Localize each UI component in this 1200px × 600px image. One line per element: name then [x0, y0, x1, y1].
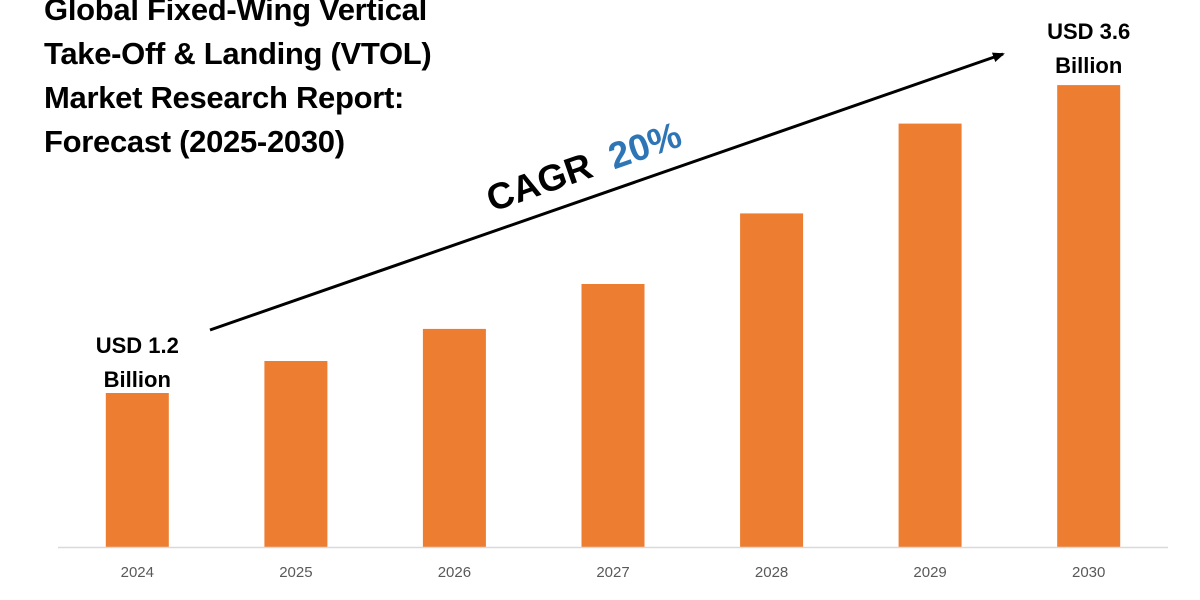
trend-arrow — [209, 52, 1005, 332]
end-value-callout-line-2: Billion — [1055, 53, 1122, 78]
bar-2029 — [898, 123, 962, 547]
end-value-callout-line-1: USD 3.6 — [1047, 19, 1130, 44]
x-tick-label-2025: 2025 — [279, 564, 312, 581]
cagr-label: CAGR — [481, 145, 597, 220]
bar-2030 — [1057, 85, 1121, 547]
bar-2024 — [105, 393, 169, 547]
bars-layer — [105, 85, 1121, 547]
x-tick-labels: 2024 2025 2026 2027 2028 2029 2030 — [121, 564, 1106, 581]
x-tick-label-2024: 2024 — [121, 564, 154, 581]
x-tick-label-2029: 2029 — [913, 564, 946, 581]
chart-title-line-4: Forecast (2025-2030) — [44, 124, 345, 159]
bar-2025 — [264, 361, 328, 547]
x-tick-label-2030: 2030 — [1072, 564, 1105, 581]
start-value-callout-line-1: USD 1.2 — [96, 333, 179, 358]
cagr-annotation: CAGR 20% — [481, 114, 686, 220]
x-tick-label-2026: 2026 — [438, 564, 471, 581]
chart-title: Global Fixed-Wing Vertical Take-Off & La… — [44, 0, 484, 164]
x-tick-label-2028: 2028 — [755, 564, 788, 581]
bar-2027 — [581, 284, 645, 547]
chart-title-line-3: Market Research Report: — [44, 80, 405, 115]
bar-2026 — [422, 328, 486, 547]
x-tick-label-2027: 2027 — [596, 564, 629, 581]
chart-title-line-1: Global Fixed-Wing Vertical — [44, 0, 427, 27]
start-value-callout-line-2: Billion — [104, 367, 171, 392]
bar-2028 — [740, 213, 804, 547]
chart-title-line-2: Take-Off & Landing (VTOL) — [44, 36, 432, 71]
